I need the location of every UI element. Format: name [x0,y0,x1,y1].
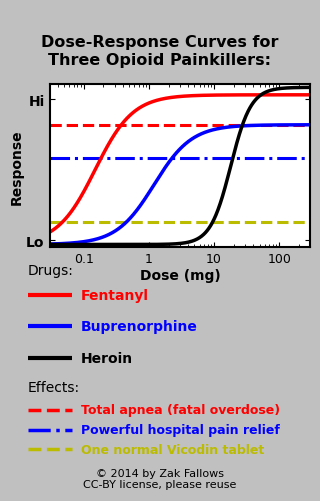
X-axis label: Dose (mg): Dose (mg) [140,269,220,283]
Y-axis label: Response: Response [10,129,23,204]
Text: Heroin: Heroin [81,351,132,365]
Text: Effects:: Effects: [28,380,80,394]
Text: © 2014 by Zak Fallows
CC-BY license, please reuse: © 2014 by Zak Fallows CC-BY license, ple… [83,467,237,489]
Text: Total apnea (fatal overdose): Total apnea (fatal overdose) [81,403,280,416]
Text: Dose-Response Curves for
Three Opioid Painkillers:: Dose-Response Curves for Three Opioid Pa… [41,35,279,68]
Text: Fentanyl: Fentanyl [81,288,148,302]
Text: Buprenorphine: Buprenorphine [81,320,197,334]
Text: Powerful hospital pain relief: Powerful hospital pain relief [81,423,279,436]
Text: One normal Vicodin tablet: One normal Vicodin tablet [81,443,264,456]
Text: Drugs:: Drugs: [28,264,73,278]
